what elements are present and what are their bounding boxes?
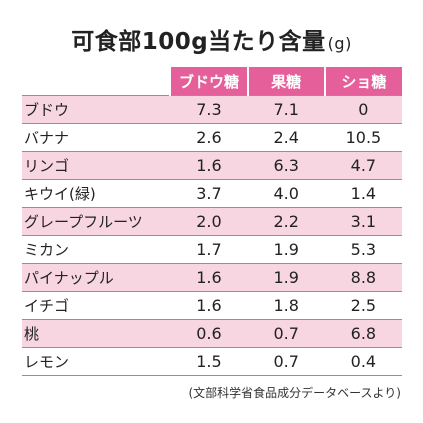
row-label: キウイ(緑)	[22, 179, 171, 208]
chart-title-text: 可食部100g当たり含量	[71, 29, 326, 55]
table-row: パイナップル 1.6 1.9 8.8	[22, 263, 402, 292]
row-label: パイナップル	[22, 263, 171, 292]
column-header-sucrose: ショ糖	[323, 67, 402, 96]
row-label: 桃	[22, 319, 171, 348]
sucrose-value: 3.1	[324, 207, 402, 236]
row-label: バナナ	[22, 123, 171, 152]
table-row: レモン 1.5 0.7 0.4	[22, 347, 402, 376]
row-label: リンゴ	[22, 151, 171, 180]
glucose-value: 1.5	[170, 347, 248, 376]
table-body: ブドウ 7.3 7.1 0 バナナ 2.6 2.4 10.5 リンゴ 1.6 6.3 4.7 キウイ(緑…	[22, 95, 402, 376]
table-row: キウイ(緑) 3.7 4.0 1.4	[22, 179, 402, 208]
table-row: 桃 0.6 0.7 6.8	[22, 319, 402, 348]
fructose-value: 0.7	[247, 319, 325, 348]
fructose-value: 4.0	[247, 179, 325, 208]
glucose-value: 1.7	[170, 235, 248, 264]
sucrose-value: 8.8	[324, 263, 402, 292]
fructose-value: 2.4	[247, 123, 325, 152]
fructose-value: 1.9	[247, 263, 325, 292]
fructose-value: 0.7	[247, 347, 325, 376]
sucrose-value: 1.4	[324, 179, 402, 208]
sucrose-value: 4.7	[324, 151, 402, 180]
fructose-value: 2.2	[247, 207, 325, 236]
chart-unit: (g)	[327, 34, 352, 53]
glucose-value: 1.6	[170, 291, 248, 320]
sugar-table: ブドウ糖 果糖 ショ糖 ブドウ 7.3 7.1 0 バナナ 2.6 2.4 10.5 リンゴ 1.…	[22, 67, 402, 376]
row-label: グレープフルーツ	[22, 207, 171, 236]
glucose-value: 2.0	[170, 207, 248, 236]
glucose-value: 3.7	[170, 179, 248, 208]
fructose-value: 6.3	[247, 151, 325, 180]
sucrose-value: 0	[324, 95, 402, 124]
table-header-row: ブドウ糖 果糖 ショ糖	[22, 67, 402, 96]
fructose-value: 7.1	[247, 95, 325, 124]
table-row: ミカン 1.7 1.9 5.3	[22, 235, 402, 264]
table-row: イチゴ 1.6 1.8 2.5	[22, 291, 402, 320]
row-label: ブドウ	[22, 95, 171, 124]
glucose-value: 1.6	[170, 151, 248, 180]
fructose-value: 1.8	[247, 291, 325, 320]
sucrose-value: 10.5	[324, 123, 402, 152]
glucose-value: 7.3	[170, 95, 248, 124]
table-row: ブドウ 7.3 7.1 0	[22, 95, 402, 124]
sucrose-value: 5.3	[324, 235, 402, 264]
row-label: イチゴ	[22, 291, 171, 320]
sucrose-value: 2.5	[324, 291, 402, 320]
row-label: レモン	[22, 347, 171, 376]
sucrose-value: 6.8	[324, 319, 402, 348]
glucose-value: 0.6	[170, 319, 248, 348]
sucrose-value: 0.4	[324, 347, 402, 376]
column-header-glucose: ブドウ糖	[169, 67, 248, 96]
table-row: リンゴ 1.6 6.3 4.7	[22, 151, 402, 180]
header-corner	[22, 67, 170, 96]
row-label: ミカン	[22, 235, 171, 264]
glucose-value: 1.6	[170, 263, 248, 292]
glucose-value: 2.6	[170, 123, 248, 152]
column-header-fructose: 果糖	[246, 67, 325, 96]
table-row: バナナ 2.6 2.4 10.5	[22, 123, 402, 152]
table-row: グレープフルーツ 2.0 2.2 3.1	[22, 207, 402, 236]
fructose-value: 1.9	[247, 235, 325, 264]
source-note: (文部科学省食品成分データベースより)	[188, 386, 401, 400]
chart-title: 可食部100g当たり含量 (g)	[0, 22, 423, 56]
